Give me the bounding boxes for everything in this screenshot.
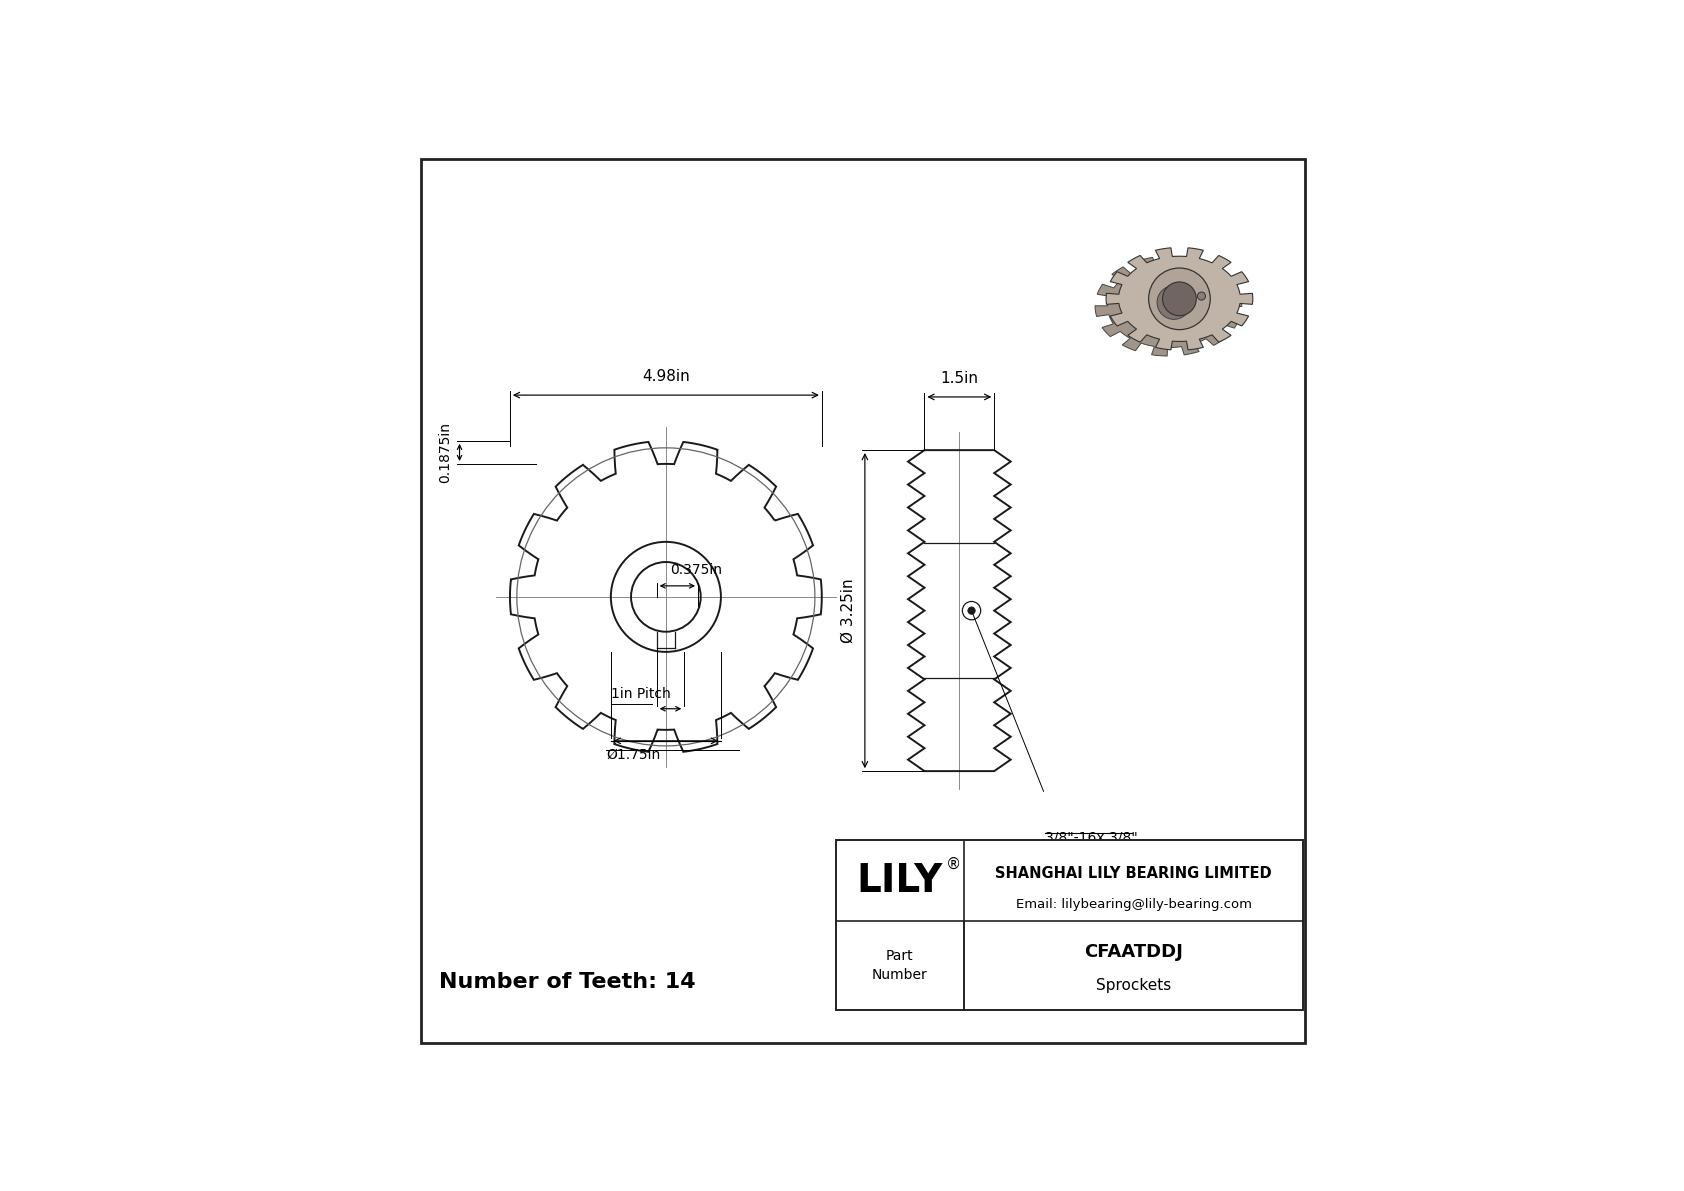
Circle shape [1157, 286, 1191, 319]
Text: 0.375in: 0.375in [670, 562, 722, 576]
Text: Ø1.75in: Ø1.75in [606, 748, 660, 762]
Text: 4.98in: 4.98in [642, 369, 690, 385]
Polygon shape [1106, 248, 1253, 350]
Text: Part
Number: Part Number [872, 949, 928, 981]
Polygon shape [1095, 256, 1241, 356]
Text: 1in Pitch: 1in Pitch [611, 687, 670, 701]
Text: CFAATDDJ: CFAATDDJ [1084, 943, 1184, 961]
Text: 3/8"-16x 3/8"
Set Screw: 3/8"-16x 3/8" Set Screw [1044, 831, 1137, 861]
Circle shape [968, 607, 975, 615]
Text: Email: lilybearing@lily-bearing.com: Email: lilybearing@lily-bearing.com [1015, 898, 1251, 911]
Text: Number of Teeth: 14: Number of Teeth: 14 [440, 972, 695, 992]
Text: Sprockets: Sprockets [1096, 978, 1172, 993]
Text: LILY: LILY [857, 861, 943, 899]
Bar [835, 840, 1303, 1010]
Text: Ø 3.25in: Ø 3.25in [840, 579, 855, 643]
Text: SHANGHAI LILY BEARING LIMITED: SHANGHAI LILY BEARING LIMITED [995, 866, 1271, 881]
Circle shape [1197, 292, 1206, 300]
Circle shape [1148, 268, 1211, 330]
Text: ®: ® [945, 856, 960, 872]
Circle shape [1162, 282, 1196, 316]
Text: 0.1875in: 0.1875in [438, 422, 453, 482]
Text: 1.5in: 1.5in [940, 370, 978, 386]
